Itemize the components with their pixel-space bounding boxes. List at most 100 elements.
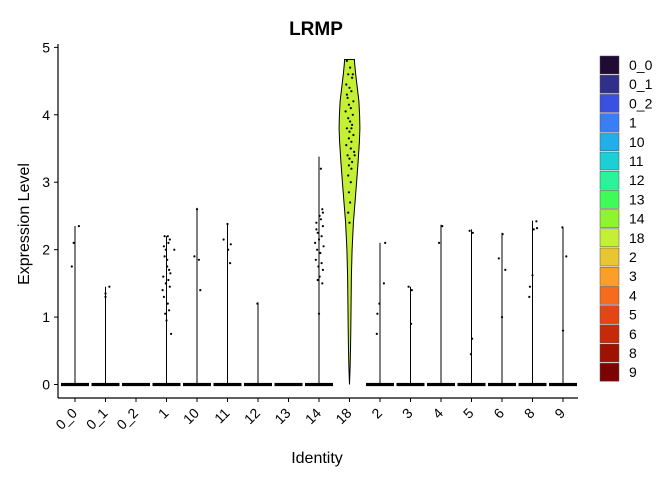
- legend-item-10: 10: [599, 132, 645, 152]
- legend-swatch: [599, 190, 620, 209]
- data-point: [318, 214, 321, 217]
- plot-area: [61, 59, 577, 387]
- data-point: [382, 282, 385, 285]
- x-tick-label: 10: [180, 405, 202, 427]
- x-tick-label: 4: [429, 405, 446, 422]
- data-point: [321, 268, 324, 271]
- data-point: [347, 211, 350, 214]
- data-point: [442, 383, 445, 386]
- data-point: [168, 309, 171, 312]
- data-point: [164, 248, 167, 251]
- data-point: [229, 262, 232, 265]
- x-tick-label: 13: [271, 405, 293, 427]
- data-point: [345, 93, 348, 96]
- data-point: [162, 275, 165, 278]
- x-tick-label: 5: [460, 405, 477, 422]
- violin-11: [213, 222, 242, 387]
- data-point: [167, 241, 170, 244]
- data-point: [535, 227, 539, 230]
- data-point: [319, 167, 322, 170]
- data-point: [222, 238, 225, 241]
- violin-0_0: [61, 225, 89, 387]
- legend-item-18: 18: [599, 228, 645, 248]
- data-point: [352, 100, 355, 103]
- x-tick-label: 8: [521, 405, 538, 422]
- legend-swatch: [599, 343, 620, 363]
- data-point: [349, 120, 352, 123]
- data-point: [168, 285, 171, 288]
- legend-swatch: [599, 170, 620, 190]
- legend-item-6: 6: [599, 324, 637, 344]
- x-tick-label: 12: [241, 405, 263, 427]
- data-point: [108, 285, 111, 288]
- data-point: [162, 245, 165, 248]
- data-point: [348, 157, 351, 160]
- data-point: [166, 302, 169, 305]
- data-point: [561, 329, 565, 332]
- violin-9: [549, 226, 577, 387]
- chart-title: LRMP: [289, 19, 343, 40]
- data-point: [467, 383, 470, 386]
- violin-6: [488, 232, 516, 387]
- legend: 0_0 0_1 0_2 1 10 11 12 13 14 18 2 3 4 5 6 8 9: [599, 55, 653, 382]
- data-point: [290, 383, 293, 386]
- data-point: [132, 383, 135, 386]
- y-tick-label: 0: [42, 377, 50, 393]
- x-tick-label: 14: [302, 405, 324, 427]
- data-point: [534, 383, 537, 386]
- data-point: [351, 73, 354, 76]
- data-point: [351, 113, 354, 116]
- violin-base-8: [518, 382, 547, 387]
- data-point: [565, 255, 568, 258]
- data-point: [284, 383, 287, 386]
- legend-item-1: 1: [599, 113, 637, 132]
- data-point: [350, 167, 353, 170]
- violin-5: [457, 229, 486, 387]
- legend-item-13: 13: [599, 190, 645, 209]
- x-tick-label: 2: [368, 405, 385, 422]
- violin-base-10: [183, 382, 211, 387]
- data-point: [173, 248, 176, 251]
- data-point: [164, 282, 167, 285]
- data-point: [345, 144, 348, 147]
- violin-base-3: [396, 382, 425, 387]
- data-point: [102, 383, 105, 386]
- data-point: [375, 332, 378, 335]
- violin-0_1: [91, 285, 120, 387]
- data-point: [104, 292, 107, 295]
- data-point: [317, 312, 321, 315]
- data-point: [437, 383, 440, 386]
- data-point: [351, 160, 354, 164]
- data-point: [352, 133, 355, 137]
- data-point: [223, 383, 226, 386]
- violin-base-14: [305, 382, 333, 387]
- data-point: [528, 285, 532, 288]
- legend-item-8: 8: [599, 343, 637, 363]
- legend-item-11: 11: [599, 151, 644, 171]
- data-point: [351, 123, 354, 126]
- x-axis-title: Identity: [291, 450, 343, 467]
- legend-label: 14: [629, 211, 645, 227]
- data-point: [348, 130, 351, 133]
- data-point: [532, 228, 535, 231]
- data-point: [161, 289, 164, 292]
- data-point: [167, 278, 170, 282]
- legend-label: 5: [629, 307, 637, 323]
- data-point: [497, 257, 500, 260]
- data-point: [528, 295, 531, 298]
- data-point: [347, 164, 350, 167]
- legend-swatch: [599, 362, 620, 382]
- data-point: [314, 383, 317, 386]
- legend-swatch: [599, 209, 620, 228]
- legend-item-2: 2: [599, 247, 637, 267]
- legend-label: 4: [629, 287, 637, 303]
- data-point: [259, 383, 262, 386]
- violin-13: [274, 382, 303, 387]
- legend-item-0_2: 0_2: [599, 94, 653, 113]
- violin-base-11: [213, 382, 242, 387]
- legend-item-4: 4: [599, 286, 637, 305]
- data-point: [469, 353, 472, 356]
- data-point: [70, 265, 73, 268]
- legend-label: 18: [629, 230, 645, 246]
- legend-label: 2: [629, 249, 637, 265]
